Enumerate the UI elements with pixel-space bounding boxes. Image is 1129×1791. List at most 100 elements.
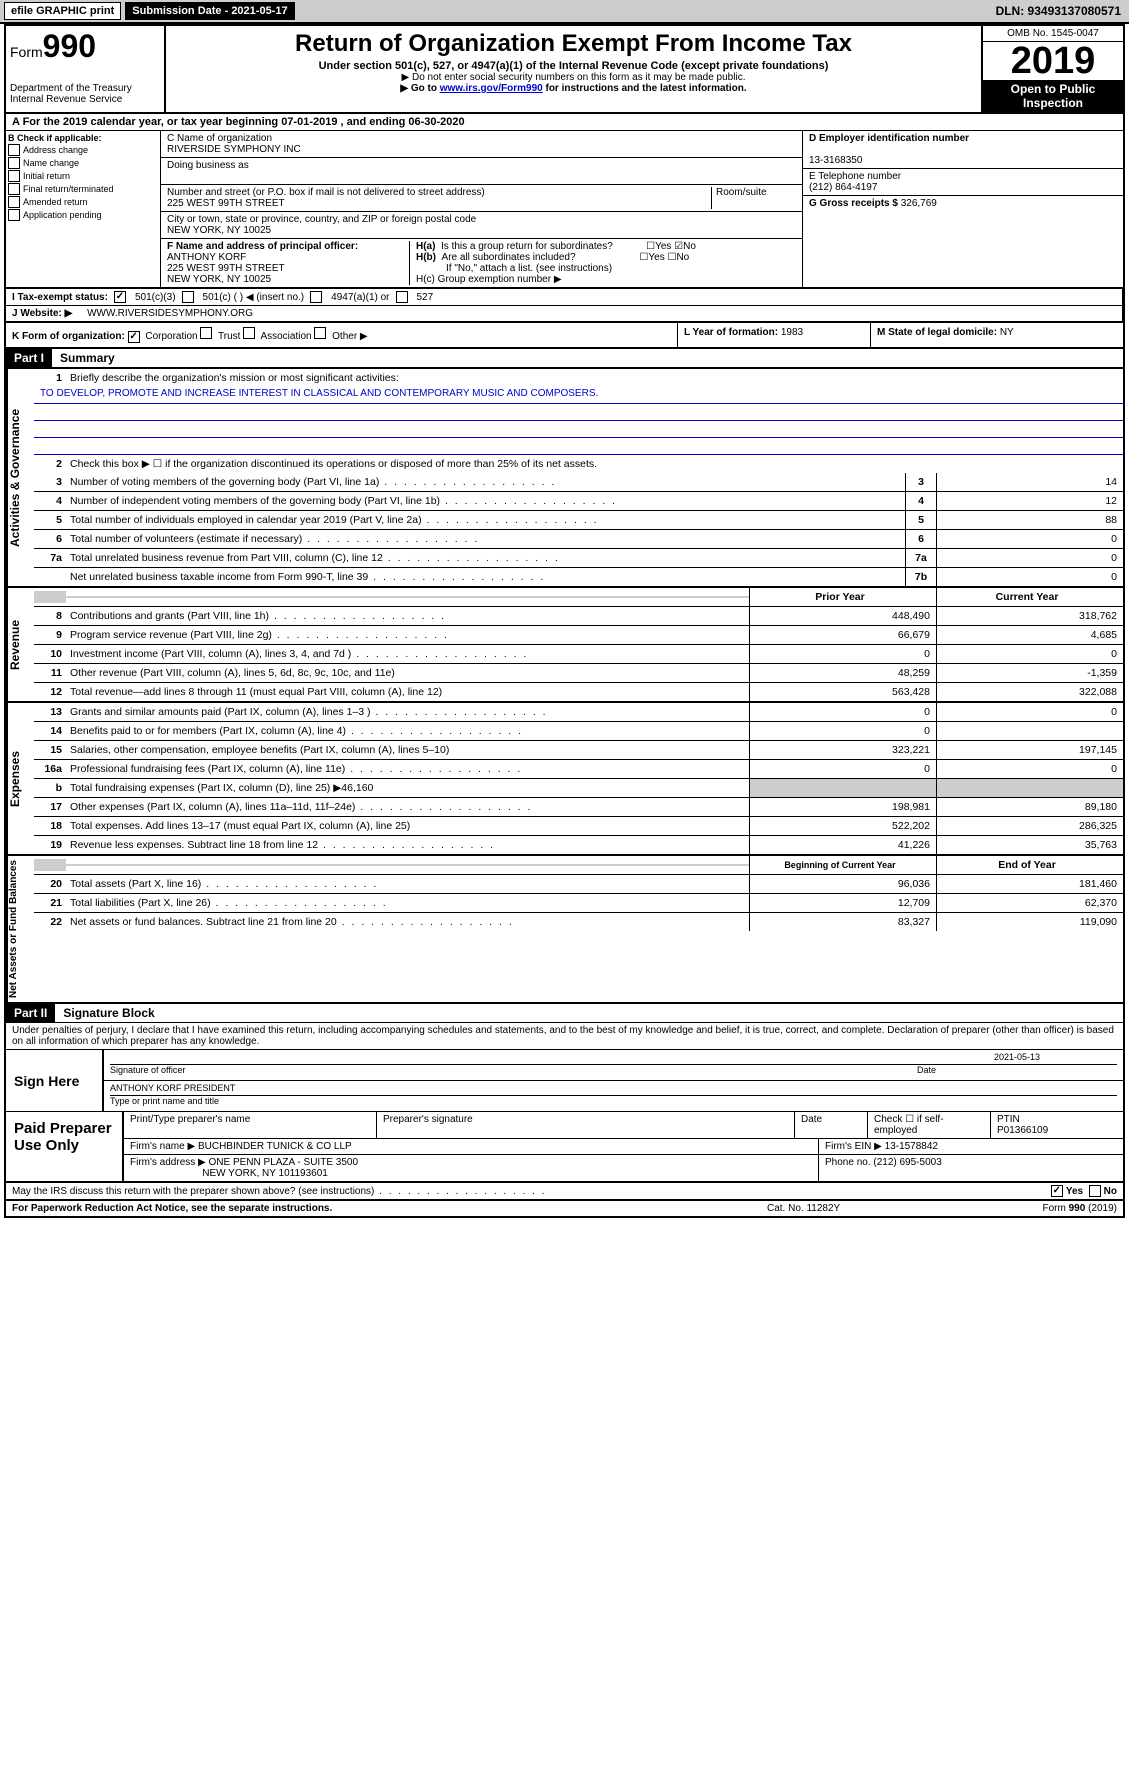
l21: Total liabilities (Part X, line 26) (66, 896, 749, 910)
p21: 12,709 (749, 894, 936, 912)
chk-trust[interactable] (200, 327, 212, 339)
revenue-section: Revenue Prior YearCurrent Year 8Contribu… (6, 588, 1123, 703)
irs-link[interactable]: www.irs.gov/Form990 (440, 83, 543, 94)
part2-header: Part II Signature Block (6, 1004, 1123, 1023)
p22: 83,327 (749, 913, 936, 931)
sig-officer-lab: Signature of officer (110, 1064, 917, 1075)
domicile: NY (1000, 327, 1014, 338)
l18: Total expenses. Add lines 13–17 (must eq… (66, 819, 749, 833)
hb: H(b) Are all subordinates included? ☐Yes… (416, 252, 796, 263)
c15: 197,145 (936, 741, 1123, 759)
officer-name-title: ANTHONY KORF PRESIDENT (110, 1083, 1117, 1095)
chk-527[interactable] (396, 291, 408, 303)
l1: Briefly describe the organization's miss… (66, 371, 1123, 385)
c9: 4,685 (936, 626, 1123, 644)
name-title-lab: Type or print name and title (110, 1095, 1117, 1106)
chk-discuss-no[interactable] (1089, 1185, 1101, 1197)
c13: 0 (936, 703, 1123, 721)
form-label: Form (10, 44, 43, 60)
p16b (749, 779, 936, 797)
chk-4947[interactable] (310, 291, 322, 303)
submission-btn[interactable]: Submission Date - 2021-05-17 (125, 2, 294, 20)
officer-name: ANTHONY KORF (167, 252, 246, 263)
prior-hdr: Prior Year (749, 588, 936, 606)
chk-501c3[interactable] (114, 291, 126, 303)
p8: 448,490 (749, 607, 936, 625)
paid-preparer: Paid Preparer Use Only Print/Type prepar… (6, 1112, 1123, 1183)
chk-assoc[interactable] (243, 327, 255, 339)
j-lab: J Website: ▶ (12, 308, 72, 319)
chk-name[interactable] (8, 157, 20, 169)
l19: Revenue less expenses. Subtract line 18 … (66, 838, 749, 852)
form-990: Form990 Department of the TreasuryIntern… (4, 24, 1125, 1218)
part2-title: Signature Block (55, 1006, 154, 1020)
p9: 66,679 (749, 626, 936, 644)
chk-other[interactable] (314, 327, 326, 339)
chk-corp[interactable] (128, 331, 140, 343)
c8: 318,762 (936, 607, 1123, 625)
tab-expenses: Expenses (6, 703, 34, 854)
l16b: Total fundraising expenses (Part IX, col… (66, 781, 749, 795)
tab-net: Net Assets or Fund Balances (6, 856, 34, 1002)
year-formed: 1983 (781, 327, 803, 338)
l17: Other expenses (Part IX, column (A), lin… (66, 800, 749, 814)
chk-amend[interactable] (8, 196, 20, 208)
efile-btn[interactable]: efile GRAPHIC print (4, 2, 121, 20)
b-hdr: B Check if applicable: (8, 133, 158, 143)
hb-note: If "No," attach a list. (see instruction… (416, 263, 796, 274)
p11: 48,259 (749, 664, 936, 682)
sign-here-lab: Sign Here (6, 1050, 102, 1111)
prep-date-lab: Date (795, 1112, 868, 1138)
i-lab: I Tax-exempt status: (12, 292, 108, 303)
mission-blank (34, 404, 1123, 421)
c12: 322,088 (936, 683, 1123, 701)
firm-name: BUCHBINDER TUNICK & CO LLP (198, 1141, 352, 1152)
chk-final[interactable] (8, 183, 20, 195)
website: WWW.RIVERSIDESYMPHONY.ORG (87, 308, 253, 319)
col-b: B Check if applicable: Address change Na… (6, 131, 161, 287)
expenses-section: Expenses 13Grants and similar amounts pa… (6, 703, 1123, 856)
l8: Contributions and grants (Part VIII, lin… (66, 609, 749, 623)
governance-section: Activities & Governance 1Briefly describ… (6, 369, 1123, 588)
ptin-lab: PTIN (997, 1114, 1020, 1125)
chk-addr[interactable] (8, 144, 20, 156)
c22: 119,090 (936, 913, 1123, 931)
part2-tag: Part II (6, 1004, 55, 1022)
discuss: May the IRS discuss this return with the… (12, 1186, 1051, 1197)
p19: 41,226 (749, 836, 936, 854)
firm-name-lab: Firm's name ▶ (130, 1141, 195, 1152)
c20: 181,460 (936, 875, 1123, 893)
ein-lab: D Employer identification number (809, 133, 969, 144)
k-lab: K Form of organization: (12, 331, 125, 342)
subtitle: Under section 501(c), 527, or 4947(a)(1)… (174, 60, 973, 72)
l11: Other revenue (Part VIII, column (A), li… (66, 666, 749, 680)
phone-lab: E Telephone number (809, 171, 901, 182)
l14: Benefits paid to or for members (Part IX… (66, 724, 749, 738)
p12: 563,428 (749, 683, 936, 701)
city: NEW YORK, NY 10025 (167, 225, 271, 236)
p18: 522,202 (749, 817, 936, 835)
current-hdr: Current Year (936, 588, 1123, 606)
perjury: Under penalties of perjury, I declare th… (6, 1023, 1123, 1050)
chk-discuss-yes[interactable] (1051, 1185, 1063, 1197)
form-number: 990 (43, 28, 96, 64)
dept: Department of the TreasuryInternal Reven… (10, 83, 160, 105)
form-ref: Form 990 (2019) (967, 1203, 1117, 1214)
p20: 96,036 (749, 875, 936, 893)
form-title: Return of Organization Exempt From Incom… (174, 30, 973, 58)
public-inspection: Open to Public Inspection (983, 80, 1123, 112)
p13: 0 (749, 703, 936, 721)
c17: 89,180 (936, 798, 1123, 816)
l5: Total number of individuals employed in … (66, 513, 905, 527)
tab-revenue: Revenue (6, 588, 34, 701)
col-c: C Name of organizationRIVERSIDE SYMPHONY… (161, 131, 802, 287)
chk-app[interactable] (8, 209, 20, 221)
gross-lab: G Gross receipts $ (809, 198, 901, 209)
chk-501c[interactable] (182, 291, 194, 303)
l9: Program service revenue (Part VIII, line… (66, 628, 749, 642)
instr2: ▶ Go to www.irs.gov/Form990 for instruct… (174, 83, 973, 94)
chk-init[interactable] (8, 170, 20, 182)
dln: DLN: 93493137080571 (996, 4, 1129, 18)
dba-lab: Doing business as (167, 160, 249, 171)
period: A For the 2019 calendar year, or tax yea… (6, 114, 1123, 131)
